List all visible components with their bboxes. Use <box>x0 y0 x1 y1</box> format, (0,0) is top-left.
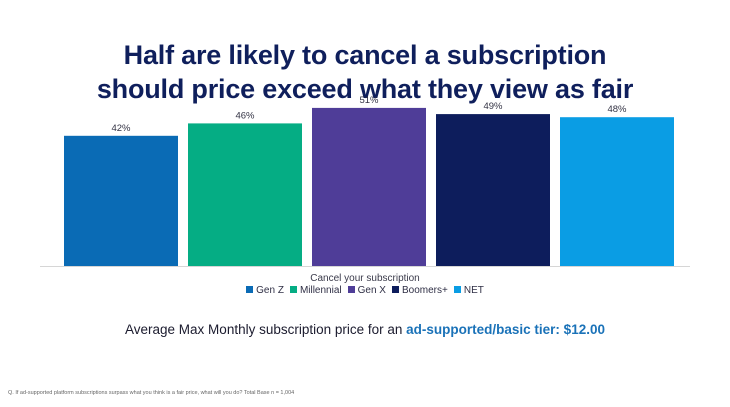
legend-swatch <box>391 286 399 293</box>
legend-label: Gen Z <box>256 285 284 296</box>
data-label: 49% <box>483 101 503 112</box>
caption-highlight: ad-supported/basic tier: $12.00 <box>406 322 605 337</box>
legend-item: Gen X <box>347 285 386 296</box>
legend-item: Gen Z <box>246 285 284 296</box>
legend-item: NET <box>453 285 484 296</box>
bar-gen-x <box>312 107 426 267</box>
data-label: 42% <box>111 123 131 134</box>
bar-boomers <box>436 114 550 266</box>
chart-title: Half are likely to cancel a subscription… <box>0 38 730 106</box>
legend-swatch <box>246 286 254 293</box>
data-label: 51% <box>359 95 379 106</box>
legend-label: Millennial <box>299 285 342 296</box>
legend-label: NET <box>463 285 484 296</box>
x-axis-label: Cancel your subscription <box>310 273 420 284</box>
legend-swatch <box>347 286 355 293</box>
legend-swatch <box>453 286 461 293</box>
title-line-2: should price exceed what they view as fa… <box>96 74 634 104</box>
legend-label: Gen X <box>357 285 386 296</box>
legend-label: Boomers+ <box>401 285 448 296</box>
bar-gen-z <box>64 135 178 266</box>
average-price-caption: Average Max Monthly subscription price f… <box>0 322 730 337</box>
bar-net <box>560 117 674 266</box>
data-label: 48% <box>607 104 627 115</box>
bar-millennial <box>188 123 302 267</box>
legend-item: Boomers+ <box>391 285 448 296</box>
bar-chart: 42% 46% 51% 49% 48% Cancel your subscription <box>40 95 690 284</box>
legend-item: Millennial <box>289 285 342 296</box>
title-line-1: Half are likely to cancel a subscription <box>123 40 607 70</box>
chart-legend: Gen Z Millennial Gen X Boomers+ NET <box>0 285 730 296</box>
footnote: Q. If ad-supported platform subscription… <box>8 390 295 396</box>
caption-text: Average Max Monthly subscription price f… <box>125 322 407 337</box>
data-label: 46% <box>235 110 255 121</box>
legend-swatch <box>289 286 297 293</box>
